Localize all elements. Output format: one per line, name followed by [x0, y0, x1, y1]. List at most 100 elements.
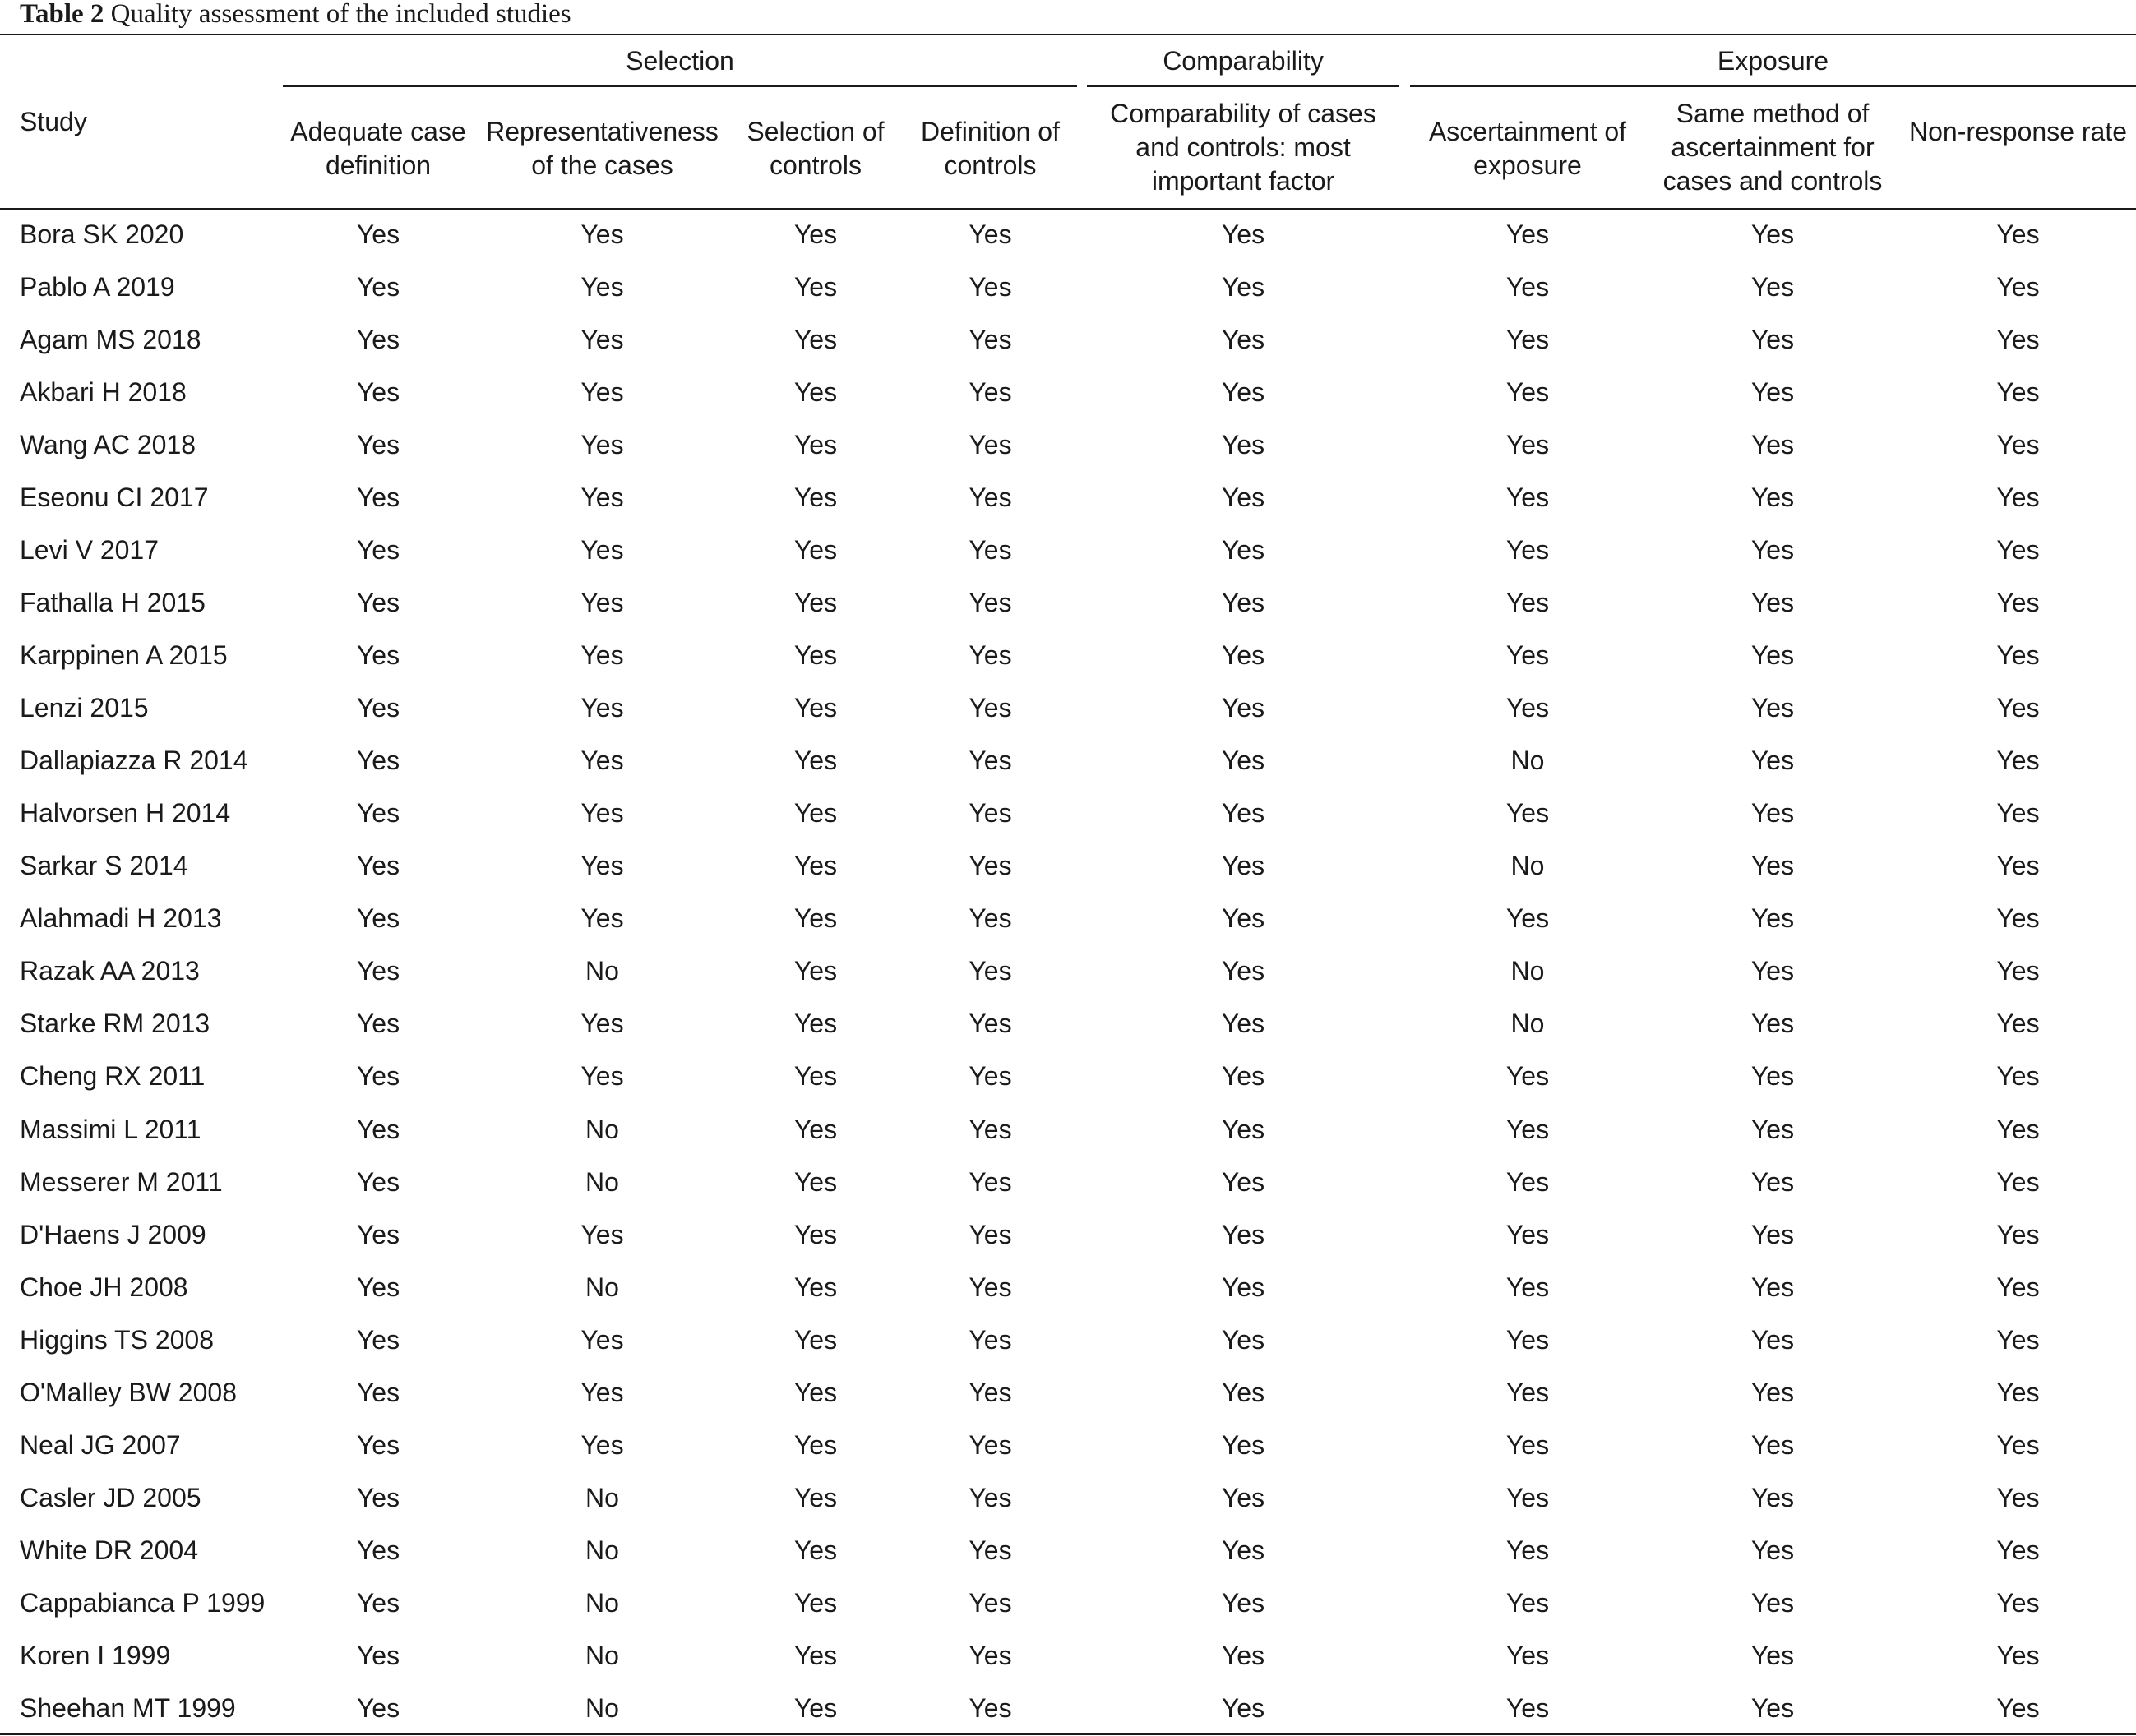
rating-cell: Yes — [969, 746, 1012, 776]
rating-cell: No — [585, 1166, 619, 1197]
rating-cell: Yes — [580, 640, 624, 671]
rating-cell: No — [585, 1640, 619, 1670]
rating-cell: Yes — [356, 482, 400, 513]
rating-cell: Yes — [1996, 1692, 2040, 1723]
study-name-cell: Starke RM 2013 — [20, 1009, 210, 1039]
study-name-cell: Sheehan MT 1999 — [20, 1692, 236, 1723]
rating-cell: Yes — [1505, 1114, 1550, 1144]
table-row: Halvorsen H 2014 Yes Yes Yes Yes Yes Yes Yes Yes — [0, 787, 2136, 839]
rating-cell: Yes — [1996, 1377, 2040, 1407]
rating-cell: Yes — [1750, 1640, 1795, 1670]
rating-cell: Yes — [1221, 851, 1265, 881]
rating-cell: Yes — [793, 798, 838, 829]
study-name-cell: Lenzi 2015 — [20, 693, 149, 723]
rating-cell: Yes — [356, 535, 400, 566]
rating-cell: Yes — [1996, 640, 2040, 671]
table-row: Cappabianca P 1999 Yes No Yes Yes Yes Yes Yes Ye… — [0, 1577, 2136, 1629]
rating-cell: Yes — [356, 851, 400, 881]
study-name-cell: Levi V 2017 — [20, 535, 160, 566]
rating-cell: Yes — [1221, 1587, 1265, 1618]
rating-cell: Yes — [1221, 1219, 1265, 1249]
rating-cell: Yes — [580, 1377, 624, 1407]
rating-cell: Yes — [1221, 1535, 1265, 1565]
rating-cell: Yes — [793, 851, 838, 881]
rating-cell: Yes — [1750, 219, 1795, 249]
column-header-same-method: Same method of ascertainment for cases a… — [1662, 99, 1883, 196]
rating-cell: Yes — [1505, 1377, 1550, 1407]
table-row: Karppinen A 2015 Yes Yes Yes Yes Yes Yes Yes Yes — [0, 629, 2136, 681]
rating-cell: Yes — [969, 1061, 1012, 1092]
rating-cell: Yes — [1750, 1009, 1795, 1039]
rating-cell: No — [585, 1692, 619, 1723]
table-row: Casler JD 2005 Yes No Yes Yes Yes Yes Yes Yes — [0, 1471, 2136, 1524]
study-name-cell: Massimi L 2011 — [20, 1114, 201, 1144]
rating-cell: Yes — [969, 219, 1012, 249]
study-name-cell: Koren I 1999 — [20, 1640, 171, 1670]
rating-cell: Yes — [356, 1640, 400, 1670]
table-row: Koren I 1999 Yes No Yes Yes Yes Yes Yes Yes — [0, 1629, 2136, 1682]
group-header-exposure: Exposure — [1717, 46, 1829, 76]
rating-cell: No — [585, 1587, 619, 1618]
rating-cell: Yes — [793, 1061, 838, 1092]
rating-cell: Yes — [356, 1377, 400, 1407]
rating-cell: Yes — [793, 219, 838, 249]
rating-cell: Yes — [793, 1166, 838, 1197]
rating-cell: Yes — [356, 1061, 400, 1092]
rating-cell: Yes — [1221, 640, 1265, 671]
table-row: Messerer M 2011 Yes No Yes Yes Yes Yes Yes Yes — [0, 1156, 2136, 1208]
rating-cell: Yes — [793, 377, 838, 408]
rating-cell: Yes — [1750, 1219, 1795, 1249]
rating-cell: Yes — [793, 1272, 838, 1302]
rating-cell: Yes — [356, 325, 400, 355]
rating-cell: Yes — [1750, 1114, 1795, 1144]
rating-cell: Yes — [1221, 219, 1265, 249]
rating-cell: Yes — [1505, 798, 1550, 829]
rating-cell: Yes — [969, 1219, 1012, 1249]
rating-cell: Yes — [1750, 1272, 1795, 1302]
rating-cell: Yes — [1996, 1324, 2040, 1355]
rating-cell: Yes — [793, 903, 838, 934]
table-row: O'Malley BW 2008 Yes Yes Yes Yes Yes Yes Yes Yes — [0, 1366, 2136, 1419]
rating-cell: No — [585, 1272, 619, 1302]
column-header-study: Study — [20, 107, 87, 136]
rating-cell: Yes — [1996, 1272, 2040, 1302]
rating-cell: Yes — [1505, 1061, 1550, 1092]
table-row: Fathalla H 2015 Yes Yes Yes Yes Yes Yes Yes Yes — [0, 576, 2136, 629]
column-header-selection-of-controls: Selection of controls — [747, 117, 885, 180]
rating-cell: Yes — [969, 1692, 1012, 1723]
rating-cell: Yes — [580, 1009, 624, 1039]
rating-cell: Yes — [356, 1324, 400, 1355]
rating-cell: Yes — [1505, 1535, 1550, 1565]
rating-cell: Yes — [356, 377, 400, 408]
rating-cell: Yes — [1750, 798, 1795, 829]
table-row: Higgins TS 2008 Yes Yes Yes Yes Yes Yes Yes Yes — [0, 1314, 2136, 1366]
group-rule-selection — [283, 85, 1077, 87]
rating-cell: Yes — [1505, 272, 1550, 302]
rating-cell: Yes — [969, 588, 1012, 618]
rating-cell: Yes — [580, 430, 624, 460]
rating-cell: Yes — [356, 1482, 400, 1512]
rating-cell: Yes — [1750, 1587, 1795, 1618]
rating-cell: Yes — [1221, 1272, 1265, 1302]
rating-cell: Yes — [969, 1482, 1012, 1512]
table-row: Pablo A 2019 Yes Yes Yes Yes Yes Yes Yes Yes — [0, 261, 2136, 313]
rating-cell: Yes — [356, 693, 400, 723]
rating-cell: Yes — [969, 1640, 1012, 1670]
study-name-cell: Sarkar S 2014 — [20, 851, 188, 881]
rating-cell: Yes — [356, 219, 400, 249]
rating-cell: Yes — [356, 272, 400, 302]
rating-cell: Yes — [1221, 1377, 1265, 1407]
rating-cell: Yes — [969, 693, 1012, 723]
rating-cell: Yes — [969, 377, 1012, 408]
rating-cell: No — [585, 1482, 619, 1512]
rating-cell: Yes — [580, 377, 624, 408]
study-name-cell: Dallapiazza R 2014 — [20, 746, 248, 776]
rating-cell: Yes — [1505, 1482, 1550, 1512]
rating-cell: Yes — [969, 640, 1012, 671]
column-header-ascertainment-of-exposure: Ascertainment of exposure — [1428, 117, 1627, 180]
study-name-cell: Casler JD 2005 — [20, 1482, 201, 1512]
rating-cell: Yes — [356, 588, 400, 618]
rating-cell: Yes — [1750, 1692, 1795, 1723]
rating-cell: Yes — [1221, 1061, 1265, 1092]
rating-cell: No — [1510, 1009, 1545, 1039]
